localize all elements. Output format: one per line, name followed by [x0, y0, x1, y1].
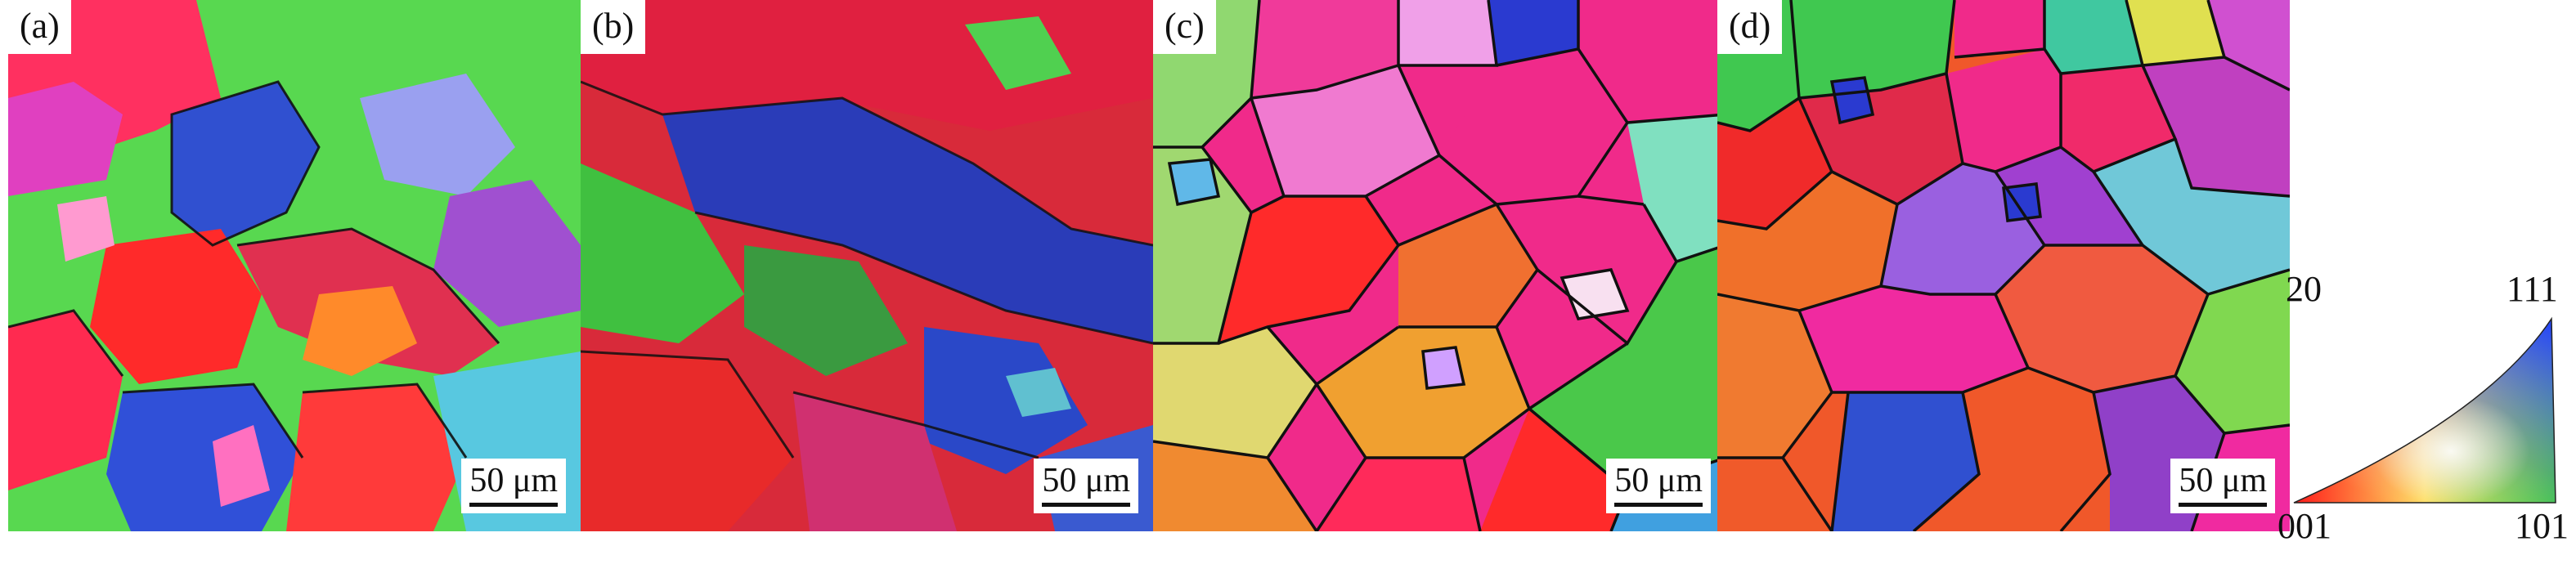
legend-label-001: 001 [2278, 506, 2331, 546]
scale-bar-a: 50 μm [461, 459, 566, 513]
scale-bar-line-c [1614, 503, 1703, 507]
scale-bar-line-b [1042, 503, 1130, 507]
scale-bar-text-a: 50 μm [469, 462, 558, 499]
ebsd-map-a: (a) 50 μm [8, 0, 581, 531]
legend-label-101: 101 [2515, 506, 2569, 546]
scale-bar-b: 50 μm [1034, 459, 1138, 513]
panel-label-d: (d) [1717, 0, 1783, 54]
ipf-legend: 20 111 001 101 [2278, 269, 2569, 548]
legend-label-20: 20 [2286, 269, 2322, 309]
panel-label-a: (a) [8, 0, 71, 54]
ebsd-map-b: (b) 50 μm [581, 0, 1153, 531]
scale-bar-text-b: 50 μm [1042, 462, 1130, 499]
ebsd-map-c: (c) 50 μm [1153, 0, 1726, 531]
orientation-map-d [1717, 0, 2290, 531]
scale-bar-d: 50 μm [2170, 459, 2275, 513]
orientation-map-c [1153, 0, 1726, 531]
scale-bar-line-a [469, 503, 558, 507]
scale-bar-c: 50 μm [1606, 459, 1711, 513]
ebsd-map-d: (d) 50 μm [1717, 0, 2290, 531]
scale-bar-text-d: 50 μm [2179, 462, 2267, 499]
panel-label-b: (b) [581, 0, 646, 54]
scale-bar-line-d [2179, 503, 2267, 507]
scale-bar-text-c: 50 μm [1614, 462, 1703, 499]
ipf-triangle [2293, 316, 2556, 504]
legend-label-111: 111 [2506, 269, 2558, 309]
panel-label-c: (c) [1153, 0, 1216, 54]
orientation-map-a [8, 0, 581, 531]
orientation-map-b [581, 0, 1153, 531]
